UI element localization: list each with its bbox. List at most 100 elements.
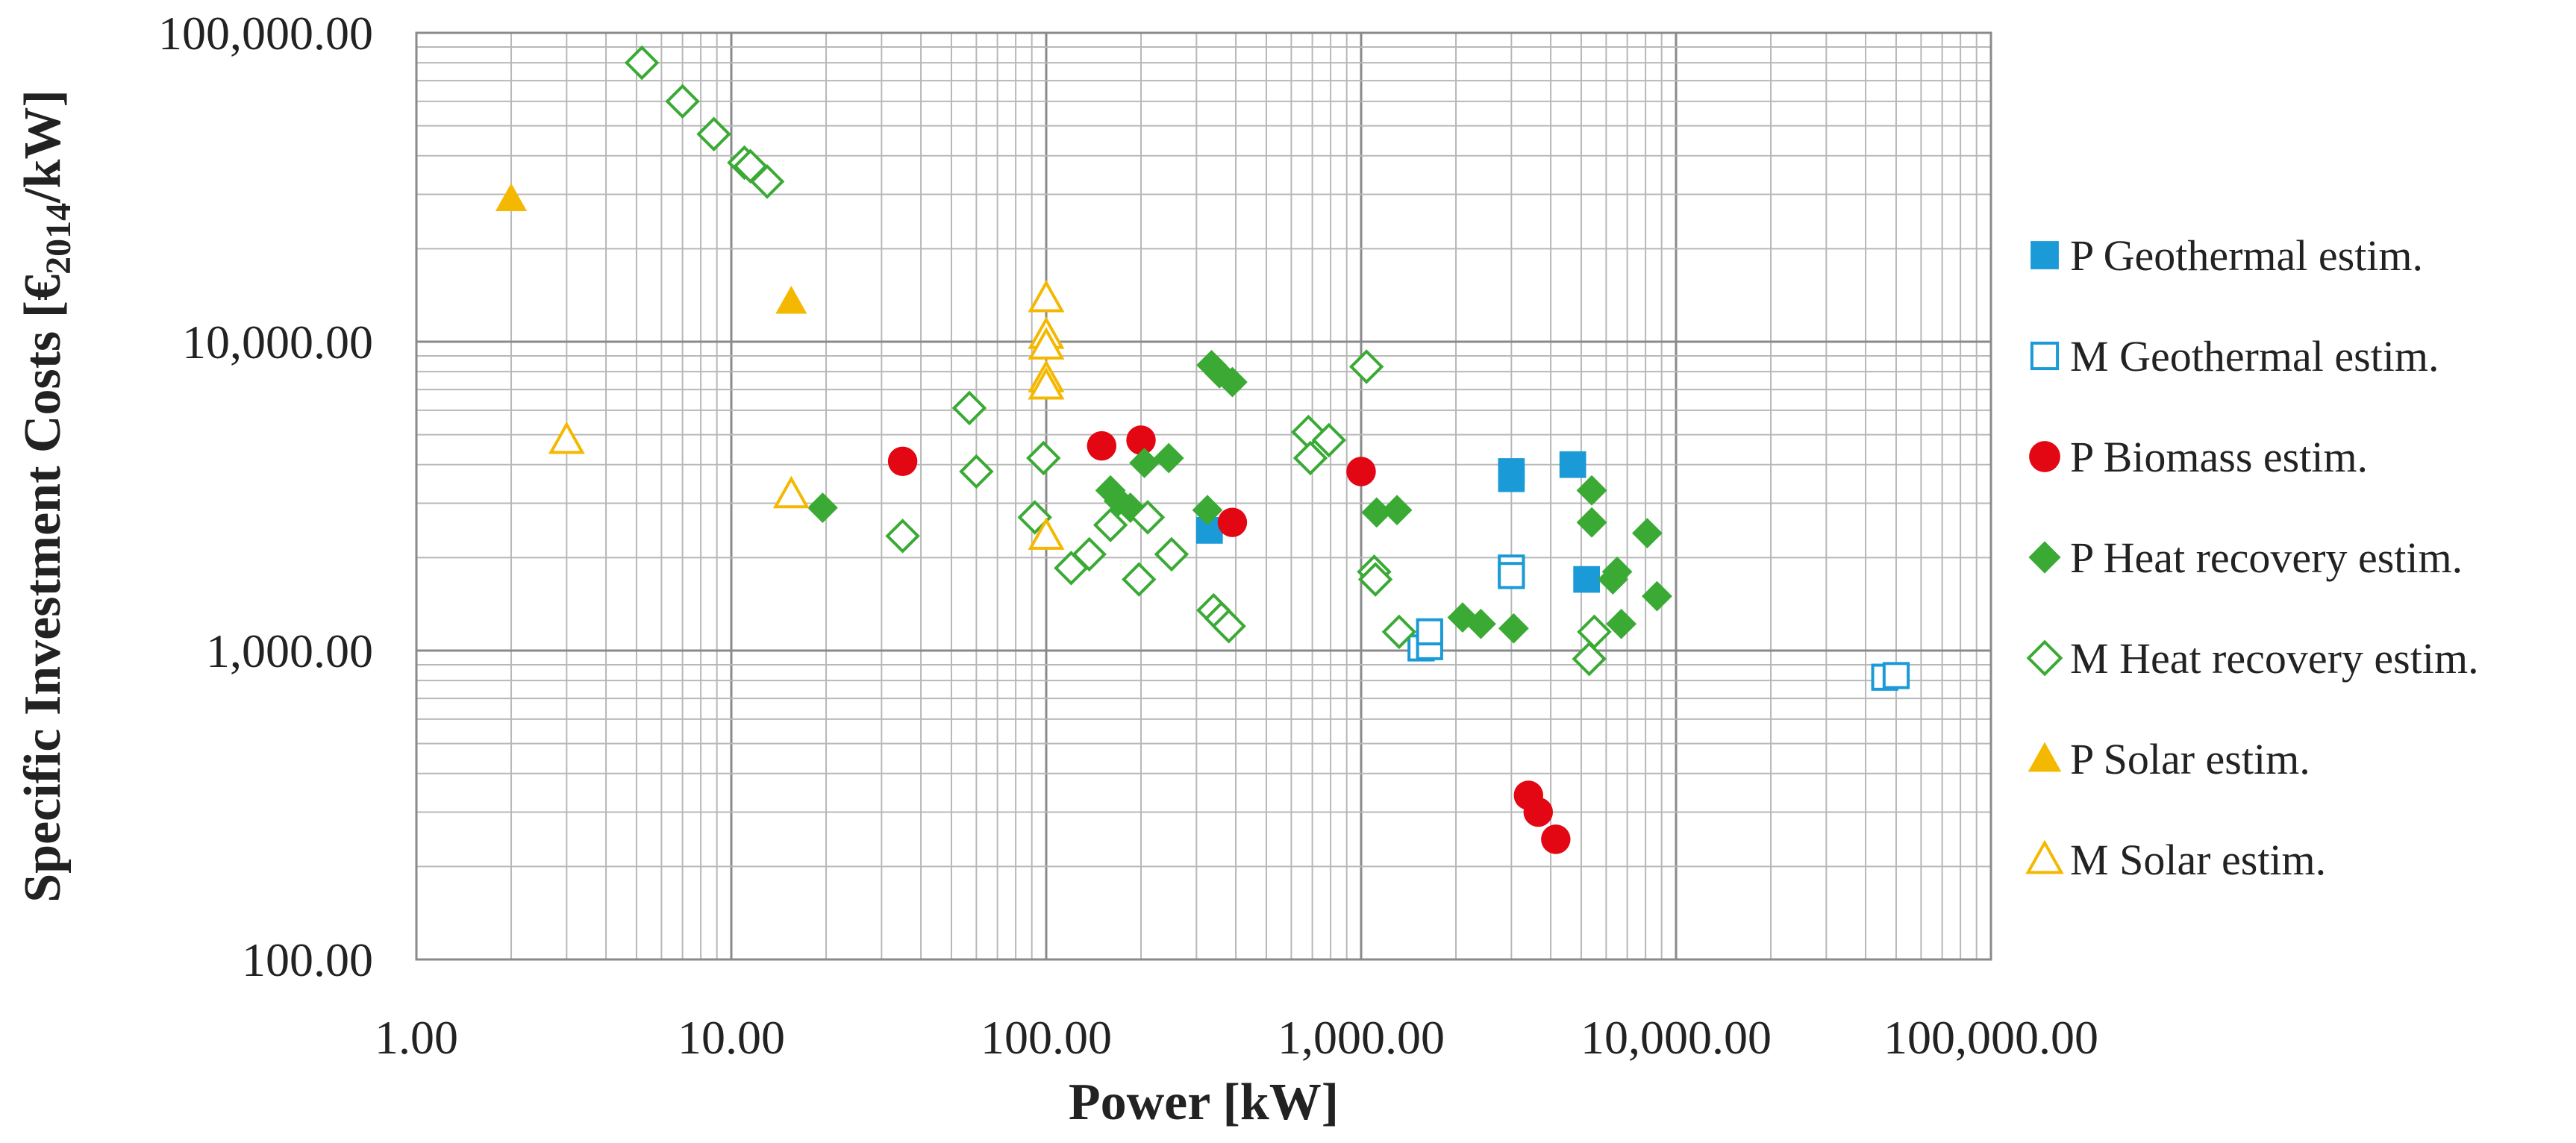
data-point-p-geothermal-estim: [1559, 451, 1586, 478]
data-point-m-heat-recovery-estim: [885, 519, 920, 554]
data-point-p-biomass-estim: [1217, 507, 1248, 537]
data-point-m-heat-recovery-estim: [1381, 614, 1417, 650]
data-point-m-geothermal-estim: [1416, 618, 1443, 646]
series-4: [624, 45, 1612, 677]
data-point-m-heat-recovery-estim: [696, 116, 731, 151]
data-point-p-geothermal-estim: [1498, 465, 1525, 492]
data-point-p-solar-estim: [495, 183, 528, 212]
data-point-p-heat-recovery-estim: [1115, 492, 1146, 523]
data-point-p-heat-recovery-estim: [1196, 349, 1227, 381]
data-point-m-geothermal-estim: [1882, 662, 1910, 689]
legend-label: P Solar estim.: [2070, 735, 2310, 783]
data-point-p-heat-recovery-estim: [1576, 475, 1607, 506]
x-tick-label: 100.00: [981, 1011, 1112, 1064]
y-tick-label: 100,000.00: [158, 7, 373, 60]
legend-marker-m-solar-estim: [2025, 839, 2064, 874]
y-axis-title-suffix: /kW]: [14, 90, 72, 204]
legend-item-m-heat-recovery-estim: M Heat recovery estim.: [2026, 634, 2479, 683]
data-point-m-heat-recovery-estim: [1577, 614, 1612, 650]
data-point-m-solar-estim: [772, 475, 810, 509]
data-point-m-heat-recovery-estim: [1122, 562, 1157, 597]
data-point-m-heat-recovery-estim: [1348, 349, 1384, 384]
legend-item-m-solar-estim: M Solar estim.: [2025, 836, 2326, 884]
y-tick-label: 1,000.00: [206, 624, 373, 677]
data-point-m-solar-estim: [1028, 366, 1065, 400]
x-tick-label: 10.00: [678, 1011, 785, 1064]
legend-label: P Geothermal estim.: [2070, 231, 2423, 280]
data-point-m-heat-recovery-estim: [624, 45, 660, 81]
legend-label: P Heat recovery estim.: [2070, 533, 2463, 582]
data-point-p-heat-recovery-estim: [1606, 608, 1637, 639]
plot-area-frame: [415, 31, 1992, 961]
data-point-m-heat-recovery-estim: [959, 454, 994, 489]
data-point-p-heat-recovery-estim: [1466, 608, 1496, 639]
data-point-m-heat-recovery-estim: [1092, 507, 1128, 542]
legend-item-p-solar-estim: P Solar estim.: [2028, 735, 2310, 783]
data-point-p-biomass-estim: [1087, 430, 1117, 461]
data-point-p-biomass-estim: [1346, 457, 1376, 486]
y-axis-tick-labels: 100.00 1,000.00 10,000.00 100,000.00: [158, 7, 373, 986]
data-point-p-heat-recovery-estim: [1381, 495, 1413, 526]
y-axis-title-prefix: Specific Investment Costs [€: [14, 275, 72, 903]
data-point-m-heat-recovery-estim: [1572, 641, 1607, 677]
series-6: [548, 279, 1065, 550]
data-point-m-heat-recovery-estim: [1072, 536, 1107, 572]
data-point-p-biomass-estim: [1523, 797, 1554, 827]
data-point-m-heat-recovery-estim: [1154, 536, 1189, 572]
legend-label: M Solar estim.: [2070, 836, 2326, 884]
legend-item-p-biomass-estim: P Biomass estim.: [2029, 433, 2368, 481]
data-point-p-heat-recovery-estim: [1129, 448, 1160, 478]
data-point-m-heat-recovery-estim: [665, 84, 700, 119]
series-0: [1195, 451, 1601, 593]
series-1: [1407, 554, 1910, 691]
data-point-m-heat-recovery-estim: [1357, 562, 1393, 597]
legend-marker-m-heat-recovery-estim: [2026, 639, 2063, 677]
data-point-p-heat-recovery-estim: [1631, 518, 1663, 548]
legend-item-m-geothermal-estim: M Geothermal estim.: [2030, 332, 2439, 381]
data-point-m-solar-estim: [1028, 327, 1065, 360]
data-markers: [495, 45, 1910, 854]
data-point-m-heat-recovery-estim: [1292, 440, 1328, 476]
data-point-p-solar-estim: [775, 285, 807, 314]
data-point-p-heat-recovery-estim: [1498, 613, 1529, 644]
x-tick-label: 1,000.00: [1278, 1011, 1445, 1064]
data-point-p-biomass-estim: [887, 446, 918, 477]
data-point-p-heat-recovery-estim: [1601, 556, 1633, 587]
data-point-p-heat-recovery-estim: [807, 492, 838, 523]
data-point-m-solar-estim: [1028, 517, 1065, 550]
legend-label: M Heat recovery estim.: [2070, 634, 2479, 683]
series-5: [495, 183, 807, 314]
data-point-m-solar-estim: [548, 421, 585, 454]
data-point-p-heat-recovery-estim: [1361, 497, 1392, 528]
legend-marker-m-geothermal-estim: [2030, 341, 2060, 371]
data-point-m-geothermal-estim: [1498, 562, 1525, 589]
chart-legend: P Geothermal estim. M Geothermal estim. P …: [2025, 231, 2479, 884]
legend-marker-p-biomass-estim: [2029, 441, 2060, 472]
data-point-m-heat-recovery-estim: [1130, 500, 1166, 535]
data-point-p-heat-recovery-estim: [1642, 580, 1672, 612]
data-point-p-heat-recovery-estim: [1192, 495, 1223, 526]
data-point-p-geothermal-estim: [1573, 566, 1601, 593]
data-point-m-heat-recovery-estim: [749, 164, 785, 199]
x-axis-tick-labels: 1.00 10.00 100.00 1,000.00 10,000.00 100,000.…: [375, 1011, 2098, 1064]
data-point-m-solar-estim: [1028, 279, 1065, 313]
series-2: [887, 425, 1571, 854]
legend-item-p-geothermal-estim: P Geothermal estim.: [2031, 231, 2423, 280]
data-point-p-biomass-estim: [1541, 824, 1571, 854]
data-point-p-heat-recovery-estim: [1153, 442, 1184, 474]
legend-label: M Geothermal estim.: [2070, 332, 2439, 381]
legend-marker-p-solar-estim: [2028, 742, 2062, 772]
series-3: [807, 349, 1672, 644]
data-point-m-heat-recovery-estim: [951, 390, 987, 426]
data-point-m-heat-recovery-estim: [1026, 440, 1061, 476]
data-point-p-heat-recovery-estim: [1576, 507, 1607, 538]
data-point-p-biomass-estim: [1126, 425, 1156, 455]
x-tick-label: 100,000.00: [1883, 1011, 2098, 1064]
legend-item-p-heat-recovery-estim: P Heat recovery estim.: [2028, 533, 2463, 582]
data-point-m-heat-recovery-estim: [1211, 608, 1246, 644]
y-tick-label: 10,000.00: [182, 316, 373, 369]
data-point-p-heat-recovery-estim: [1217, 366, 1248, 398]
x-axis-title: Power [kW]: [1069, 1074, 1339, 1131]
legend-marker-p-geothermal-estim: [2031, 241, 2059, 269]
